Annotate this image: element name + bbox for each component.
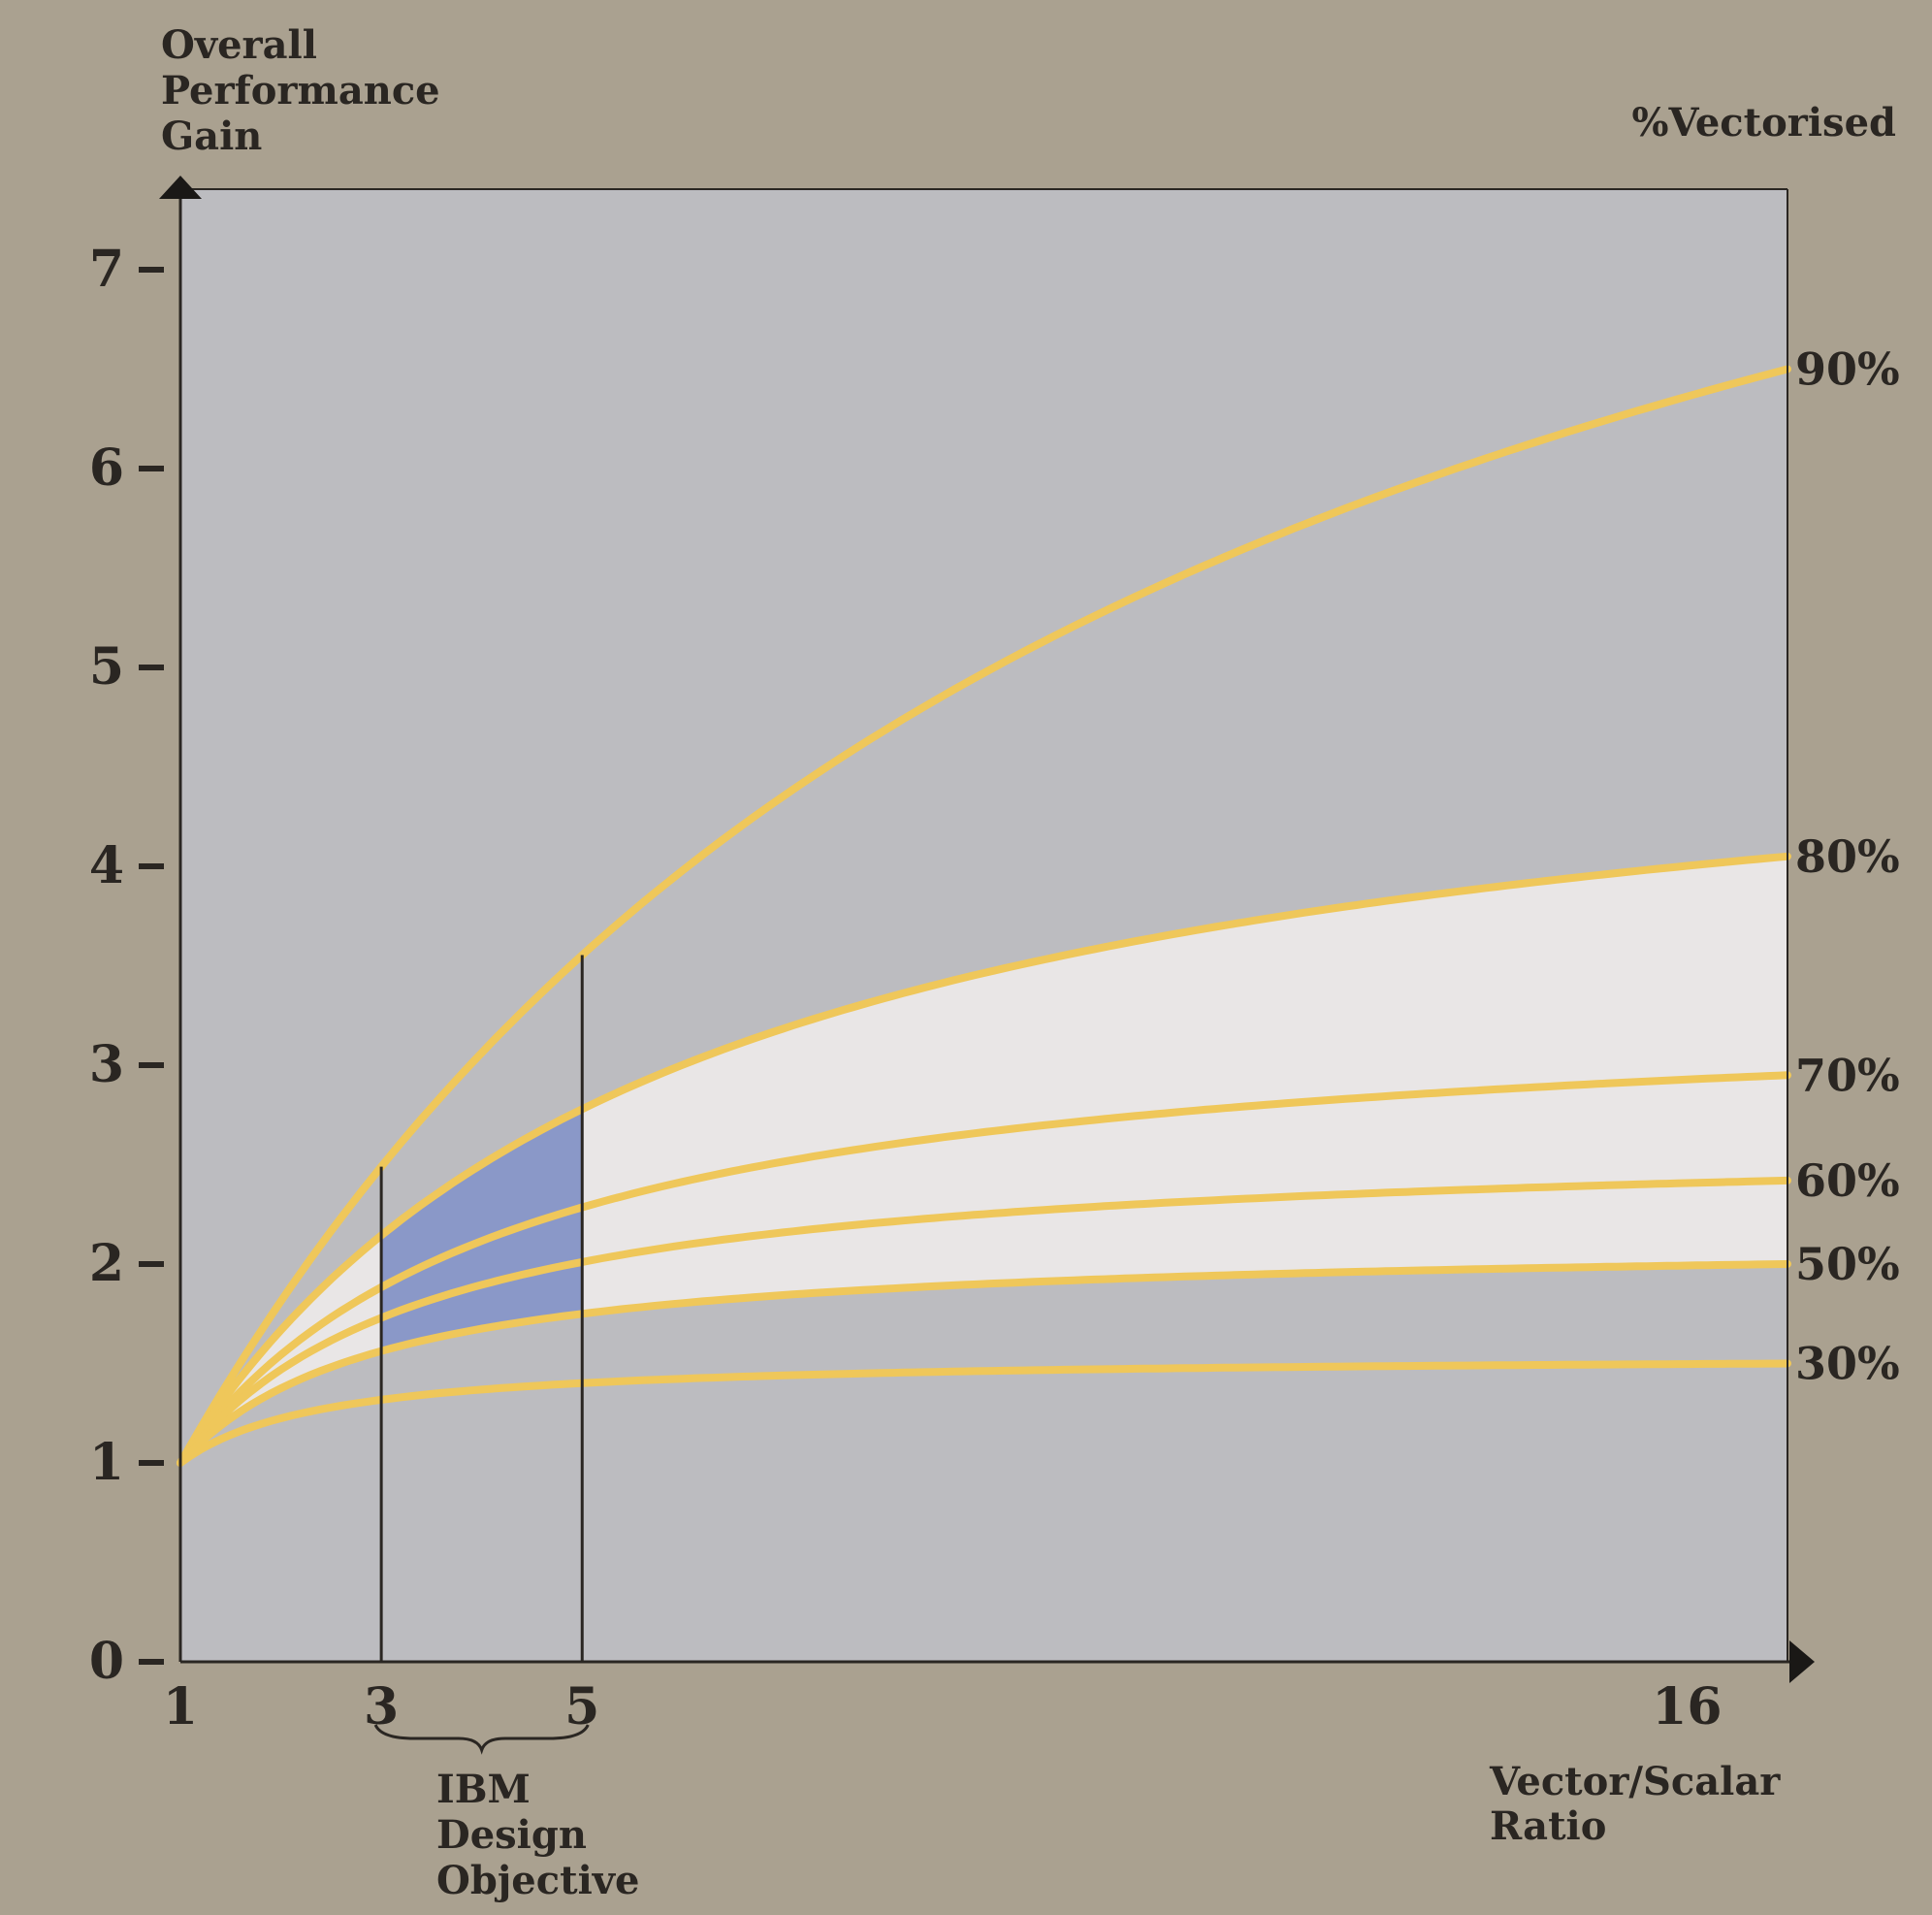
series-label-60pct: 60% — [1795, 1154, 1900, 1207]
x-tick-label: 16 — [1652, 1677, 1722, 1736]
y-tick-mark — [139, 1659, 164, 1665]
y-tick-mark — [139, 466, 164, 471]
series-line-90pct — [177, 365, 1791, 1467]
series-label-80pct: 80% — [1795, 830, 1900, 883]
y-tick-label: 7 — [89, 240, 124, 299]
y-axis-title-line-2: Performance — [161, 68, 440, 114]
y-axis-arrow-icon — [159, 176, 202, 199]
y-tick-mark — [139, 1261, 164, 1267]
y-axis-title-line-1: Overall — [161, 22, 317, 68]
y-axis-title-line-3: Gain — [161, 114, 262, 159]
y-axis-ticks: 0 1 2 3 4 5 6 7 — [89, 240, 164, 1691]
y-tick-mark — [139, 1062, 164, 1068]
design-objective-brace — [373, 1724, 590, 1755]
y-tick-label: 2 — [89, 1234, 124, 1293]
series-curves — [177, 365, 1791, 1467]
x-tick-label: 1 — [163, 1677, 198, 1736]
annotation-line-3: Objective — [436, 1858, 639, 1903]
y-tick-label: 3 — [89, 1035, 124, 1094]
y-tick-mark — [139, 1460, 164, 1466]
y-tick-label: 5 — [89, 637, 124, 697]
y-tick-label: 0 — [89, 1632, 124, 1691]
y-tick-label: 1 — [89, 1433, 124, 1492]
series-label-90pct: 90% — [1795, 343, 1900, 396]
series-labels: 90% 80% 70% 60% 50% 30% — [1795, 343, 1900, 1390]
y-tick-label: 6 — [89, 438, 124, 498]
y-tick-label: 4 — [89, 836, 124, 895]
series-label-70pct: 70% — [1795, 1049, 1900, 1101]
axes — [159, 176, 1815, 1683]
design-objective-band — [381, 1109, 583, 1351]
x-tick-label: 3 — [364, 1677, 399, 1736]
y-tick-mark — [139, 863, 164, 869]
series-line-60pct — [177, 1176, 1791, 1467]
legend-title: %Vectorised — [1631, 100, 1896, 146]
y-tick-mark — [139, 267, 164, 273]
series-line-80pct — [177, 852, 1791, 1467]
x-axis-title-line-1: Vector/Scalar — [1489, 1759, 1781, 1804]
x-axis-arrow-icon — [1789, 1640, 1815, 1683]
x-tick-label: 5 — [564, 1677, 599, 1736]
x-axis-ticks: 1 3 5 16 — [163, 1677, 1723, 1736]
annotation-line-1: IBM — [436, 1767, 531, 1812]
series-line-70pct — [177, 1071, 1791, 1467]
series-line-50pct — [177, 1260, 1791, 1467]
series-label-50pct: 50% — [1795, 1238, 1900, 1290]
series-label-30pct: 30% — [1795, 1338, 1900, 1390]
y-tick-mark — [139, 665, 164, 670]
x-axis-title-line-2: Ratio — [1490, 1803, 1606, 1849]
annotation-line-2: Design — [436, 1812, 587, 1858]
series-line-30pct — [177, 1359, 1791, 1467]
